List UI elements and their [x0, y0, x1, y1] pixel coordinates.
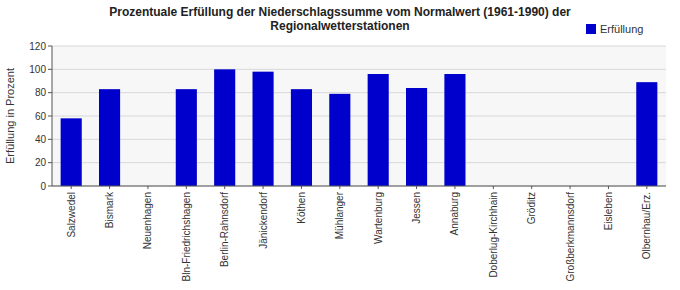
x-tick: [570, 186, 571, 189]
y-tick: [48, 116, 52, 117]
y-tick-label: 0: [40, 181, 46, 192]
bar: [61, 118, 82, 186]
grid-line: [52, 46, 666, 47]
x-tick: [646, 186, 647, 189]
x-tick-label: Großberkmannsdorf: [565, 192, 576, 282]
y-tick: [48, 139, 52, 140]
x-tick: [71, 186, 72, 189]
x-tick-label: Jänickendorf: [258, 192, 269, 249]
x-tick-label: Köthen: [296, 192, 307, 224]
x-tick-label: Bismark: [104, 191, 115, 228]
bar: [368, 74, 389, 186]
bar: [444, 74, 465, 186]
x-tick: [378, 186, 379, 189]
x-tick-label: Berlin-Rahnsdorf: [219, 192, 230, 267]
y-tick: [48, 92, 52, 93]
title-line: Prozentuale Erfüllung der Niederschlagss…: [109, 5, 571, 19]
y-axis-label: Erfüllung in Prozent: [4, 68, 16, 164]
chart: Prozentuale Erfüllung der Niederschlagss…: [0, 0, 680, 290]
x-tick-label: Salzwedel: [66, 192, 77, 238]
x-tick-label: Mühlanger: [334, 191, 345, 239]
x-tick-label: Jessen: [411, 192, 422, 224]
bars: [61, 69, 658, 186]
y-tick-label: 100: [29, 64, 46, 75]
x-tick: [339, 186, 340, 189]
y-tick: [48, 69, 52, 70]
x-tick: [454, 186, 455, 189]
bar: [253, 72, 274, 186]
x-tick: [147, 186, 148, 189]
x-tick-label: Doberlug-Kirchhain: [488, 192, 499, 278]
bar: [406, 88, 427, 186]
x-tick-label: Bln-Friedrichshagen: [181, 192, 192, 282]
y-tick-label: 20: [35, 157, 47, 168]
grid-line: [52, 162, 666, 163]
legend: Erfüllung: [586, 23, 643, 35]
x-tick-label: Neuenhagen: [142, 192, 153, 249]
x-tick: [224, 186, 225, 189]
y-tick: [48, 162, 52, 163]
plot-area: [52, 46, 666, 186]
y-tick-label: 60: [35, 111, 47, 122]
x-tick: [109, 186, 110, 189]
x-tick-label: Annaburg: [449, 192, 460, 235]
y-tick-label: 120: [29, 41, 46, 52]
title: Prozentuale Erfüllung der Niederschlagss…: [109, 5, 571, 33]
bar: [99, 89, 120, 186]
bar: [636, 82, 657, 186]
x-tick-label: Wartenburg: [373, 192, 384, 244]
x-tick: [263, 186, 264, 189]
x-tick-label: Olbernhau/Erz.: [641, 192, 652, 259]
x-tick: [301, 186, 302, 189]
grid-line: [52, 139, 666, 140]
y-axis-line: [52, 46, 53, 186]
bar: [329, 94, 350, 186]
y-tick: [48, 186, 52, 187]
x-tick: [186, 186, 187, 189]
x-tick: [416, 186, 417, 189]
bar: [176, 89, 197, 186]
grid-line: [52, 92, 666, 93]
bar: [291, 89, 312, 186]
y-tick-label: 40: [35, 134, 47, 145]
x-axis-line: [52, 186, 666, 187]
x-tick-label: Eisleben: [603, 192, 614, 230]
grid-line: [52, 186, 666, 187]
y-tick-label: 80: [35, 87, 47, 98]
x-tick: [493, 186, 494, 189]
legend-swatch: [586, 24, 596, 34]
x-tick: [531, 186, 532, 189]
y-tick: [48, 46, 52, 47]
grid-line: [52, 116, 666, 117]
x-tick: [608, 186, 609, 189]
x-tick-label: Gröditz: [526, 192, 537, 224]
grid-line: [52, 69, 666, 70]
legend-label: Erfüllung: [600, 23, 643, 35]
title-line: Regionalwetterstationen: [270, 19, 409, 33]
bar: [214, 69, 235, 186]
